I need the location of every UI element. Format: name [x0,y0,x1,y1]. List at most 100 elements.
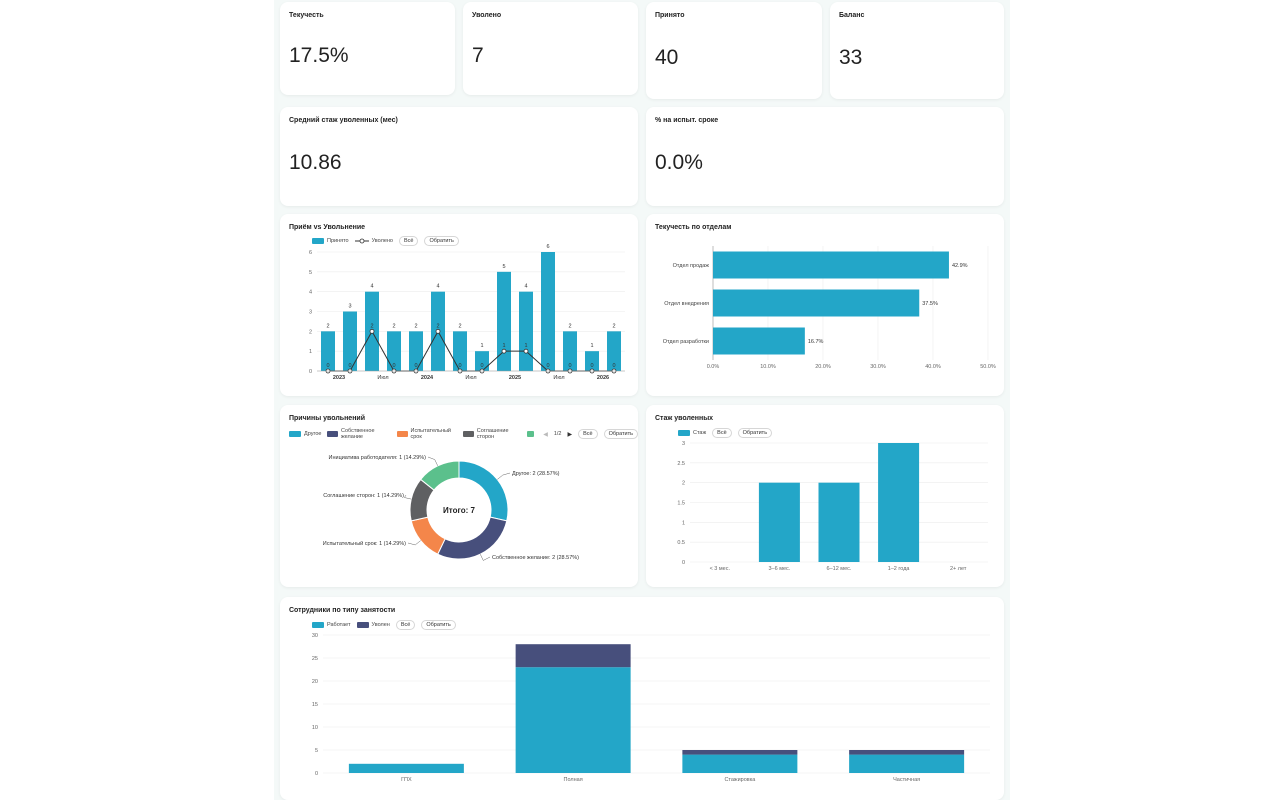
legend-item-own-wish[interactable]: Собственное желание [327,428,391,440]
y-tick-label: 3 [682,441,685,447]
x-tick-label: 10.0% [760,364,776,370]
show-all-button[interactable]: Всё [395,620,416,630]
y-tick-label: 5 [315,748,318,754]
line-label: 2 [370,323,373,329]
y-tick-label: 1 [309,349,312,355]
chart-title: Причины увольнений [289,415,366,422]
invert-button[interactable]: Обратить [737,428,773,438]
bar [409,331,423,371]
y-tick-label: 0 [682,560,685,566]
x-tick-label: 2026 [597,375,609,381]
slice-label: Соглашение сторон: 1 (14.29%) [323,493,404,499]
x-tick-label: 50.0% [980,364,996,370]
legend-item-dismissed[interactable]: Уволено [354,238,393,244]
kpi-value: 33 [839,46,863,69]
bar-segment [682,754,798,773]
x-tick-label: Июл [377,375,388,381]
x-tick-label: 3–6 мес. [768,566,790,572]
legend-item-probation[interactable]: Испытательный срок [396,428,457,440]
donut-center-label: Итого: 7 [443,506,475,515]
x-tick-label: Июл [553,375,564,381]
legend-item-other[interactable]: Другое [289,431,321,437]
y-tick-label: 5 [309,270,312,276]
slice-leader-line [427,456,438,466]
slice-label: Инициатива работодателя: 1 (14.29%) [329,455,427,461]
legend-prev-icon[interactable]: ◀ [543,431,548,438]
bar-label: 4 [436,284,439,290]
kpi-card-hired: Принято 40 [646,2,822,99]
y-tick-label: 1.5 [677,501,685,507]
slice-label: Собственное желание: 2 (28.57%) [492,555,579,561]
bar [321,331,335,371]
slice-leader-line [404,494,412,500]
bar-segment [515,644,631,668]
bar-label: 5 [502,264,505,270]
legend-item-tenure[interactable]: Стаж [678,430,706,436]
bar [758,482,800,562]
line-point [523,348,529,354]
bar [713,289,920,317]
y-tick-label: 0.5 [677,540,685,546]
kpi-title: Баланс [839,12,865,19]
legend-next-icon[interactable]: ▶ [567,431,573,438]
line-label: 2 [436,323,439,329]
value-label: 37.5% [922,301,938,307]
legend-item-working[interactable]: Работает [312,622,351,628]
y-tick-label: 20 [312,679,318,685]
y-tick-label: 10 [312,725,318,731]
chart-title: Сотрудники по типу занятости [289,607,396,614]
y-tick-label: 2 [682,481,685,487]
invert-button[interactable]: Обратить [424,236,459,246]
x-tick-label: Июл [465,375,476,381]
line-label: 0 [326,363,329,369]
dismissal-reasons-donut: Другое: 2 (28.57%) Собственное желание: 2… [323,455,579,561]
x-tick-label: 2024 [421,375,434,381]
line-label: 0 [480,363,483,369]
bar-label: 1 [480,343,483,349]
bar [343,311,357,371]
y-tick-label: 0 [309,369,312,375]
line-label: 0 [546,363,549,369]
kpi-value: 17.5% [289,44,349,67]
bar-label: 2 [414,323,417,329]
kpi-card-dismissed: Уволено 7 [463,2,638,95]
bar-label: 3 [348,304,351,310]
y-tick-label: 2 [309,329,312,335]
line-label: 1 [524,343,527,349]
invert-button[interactable]: Обратить [421,620,456,630]
kpi-value: 7 [472,44,484,67]
invert-button[interactable]: Обратить [603,429,638,439]
chart-card-tenure: Стаж уволенных Стаж Всё Обратить 0 0.5 1 1.… [646,405,1004,587]
show-all-button[interactable]: Всё [398,236,419,246]
show-all-button[interactable]: Всё [712,428,732,438]
x-tick-label: 2+ лет [950,566,967,572]
category-label: Отдел продаж [673,263,710,269]
x-tick-label: 2023 [333,375,345,381]
kpi-card-balance: Баланс 33 [830,2,1004,99]
tenure-chart: 0 0.5 1 1.5 2 2.5 3 < 3 мес. 3–6 мес. 6–12 мес. 1–… [677,441,988,572]
legend-item-agreement[interactable]: Соглашение сторон [463,428,521,440]
legend-item-dismissed[interactable]: Уволен [356,622,390,628]
x-tick-label: 40.0% [925,364,941,370]
bar-segment [849,754,965,773]
kpi-value: 0.0% [655,151,703,174]
kpi-title: Средний стаж уволенных (мес) [289,117,398,124]
legend-item-hired[interactable]: Принято [312,238,349,244]
slice-leader-line [480,554,491,561]
line-label: 0 [612,363,615,369]
y-tick-label: 6 [309,250,312,256]
chart-legend: Стаж Всё Обратить [678,428,773,438]
bar [519,291,533,371]
line-label: 0 [414,363,417,369]
y-tick-label: 1 [682,520,685,526]
bar [475,351,489,371]
bar [818,482,860,562]
turnover-by-dept-chart: 0.0% 10.0% 20.0% 30.0% 40.0% 50.0% Отдел прода… [663,246,996,370]
x-tick-label: 30.0% [870,364,886,370]
legend-item-next-color[interactable] [527,431,537,437]
chart-legend: Принято Уволено Всё Обратить [312,236,459,246]
bar [713,327,805,355]
donut-slice [410,516,446,555]
show-all-button[interactable]: Всё [578,429,598,439]
kpi-title: Текучесть [289,12,324,19]
